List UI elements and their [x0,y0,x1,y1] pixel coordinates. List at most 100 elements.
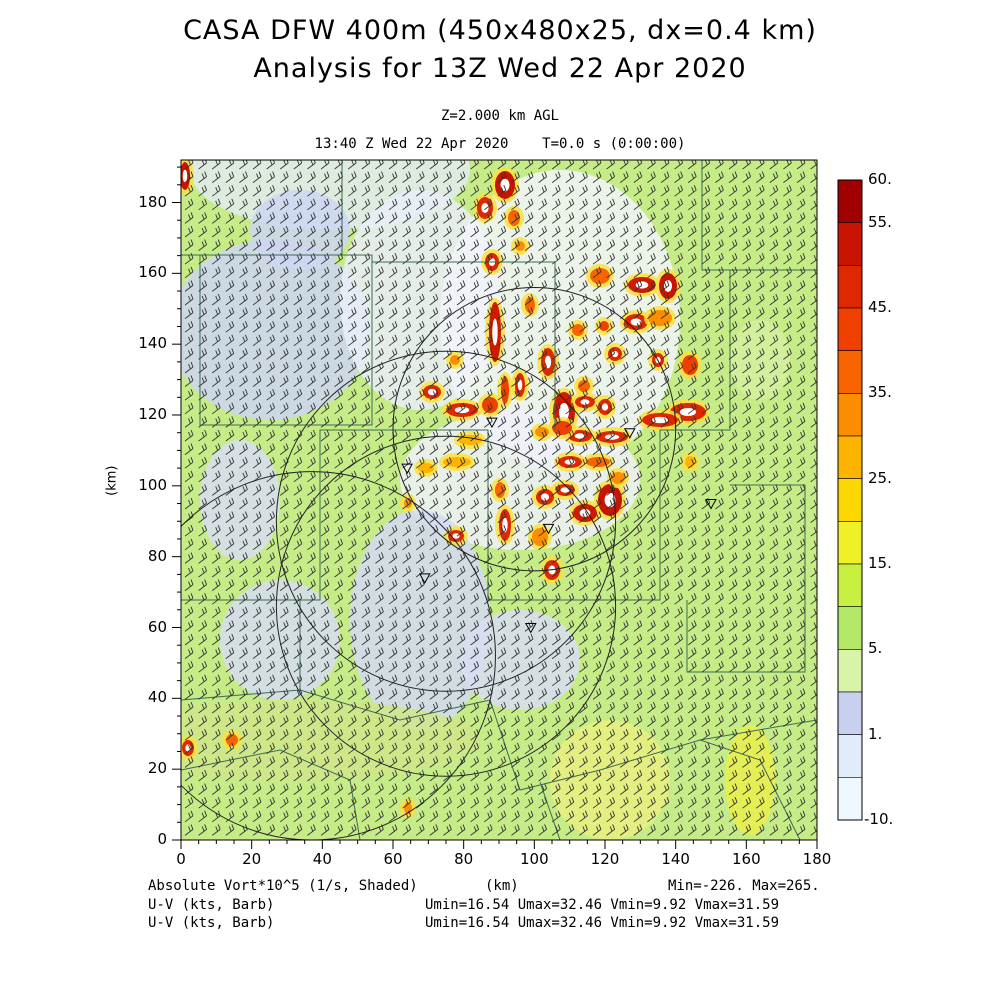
wind-barb [320,389,330,401]
wind-barb [783,307,792,319]
wind-barb [769,280,779,292]
wind-barb [551,824,561,836]
wind-barb [511,783,520,795]
wind-barb [184,688,194,700]
wind-barb [755,334,765,347]
wind-barb [293,742,303,755]
wind-barb [429,824,439,836]
wind-barb [429,484,439,496]
wind-barb [674,525,684,537]
wind-barb [551,579,561,591]
wind-barb [225,239,235,251]
wind-barb [320,497,330,510]
wind-barb [375,375,384,387]
wind-barb [687,361,697,374]
wind-barb [728,606,738,619]
wind-barb [551,633,561,646]
wind-barb [647,307,656,319]
wind-barb [769,797,779,809]
wind-barb [483,470,493,483]
wind-barb [660,525,670,537]
wind-barb [551,511,561,523]
wind-barb [470,416,480,428]
x-tick-label: 180 [802,850,832,868]
radar-site-marker [623,428,636,439]
wind-barb [279,484,289,496]
wind-barb [511,633,520,646]
wind-barb [375,620,384,632]
wind-barb [402,389,412,401]
wind-barb [769,185,779,197]
wind-barb [538,633,548,646]
wind-barb [415,525,425,537]
wind-barb [375,470,384,483]
wind-barb [783,511,792,523]
wind-barb [660,729,670,741]
wind-barb [402,375,412,387]
wind-barb [429,783,439,795]
wind-barb [619,824,629,836]
wind-barb [347,321,357,333]
wind-barb [715,293,724,306]
wind-barb [606,525,616,537]
wind-barb [538,470,548,483]
wind-barb [334,715,344,727]
wind-barb [511,429,520,442]
wind-barb [511,457,520,469]
wind-barb [293,185,303,197]
wind-barb [633,688,643,700]
wind-barb [783,185,792,197]
wind-barb [660,715,670,727]
wind-barb [307,361,316,374]
wind-barb [198,674,208,687]
wind-barb [796,742,806,755]
wind-barb [320,266,330,279]
wind-barb [674,457,684,469]
wind-barb [456,797,466,809]
wind-barb [538,810,548,823]
wind-barb [415,783,425,795]
wind-barb [239,484,248,496]
wind-barb [334,307,344,319]
wind-barb [606,457,616,469]
wind-barb [361,797,371,809]
wind-barb [565,606,575,619]
wind-barb [225,429,235,442]
wind-barb [728,565,738,578]
wind-barb [320,797,330,809]
wind-barb [470,824,480,836]
wind-barb [538,253,548,265]
wind-barb [565,293,575,306]
wind-barb [633,565,643,578]
wind-barb [538,620,548,632]
wind-barb [592,783,602,795]
wind-barb [225,606,235,619]
wind-barb [796,457,806,469]
wind-barb [497,620,507,632]
wind-barb [225,661,235,673]
wind-barb [266,756,276,768]
wind-barb [715,824,724,836]
colorbar-label: -10. [864,810,894,828]
wind-barb [715,538,724,551]
wind-barb [701,606,711,619]
wind-barb [239,321,248,333]
wind-barb [470,457,480,469]
wind-barb [184,715,194,727]
wind-barb [497,334,507,347]
wind-barb [769,266,779,279]
wind-barb [701,185,711,197]
wind-barb [334,185,344,197]
wind-barb [524,416,534,428]
wind-barb [347,416,357,428]
wind-barb [211,225,221,238]
wind-barb [347,824,357,836]
wind-barb [687,756,697,768]
wind-barb [687,185,697,197]
wind-barb [619,416,629,428]
wind-barb [266,416,276,428]
wind-barb [660,538,670,551]
wind-barb [252,402,262,415]
wind-barb [687,661,697,673]
wind-barb [524,783,534,795]
